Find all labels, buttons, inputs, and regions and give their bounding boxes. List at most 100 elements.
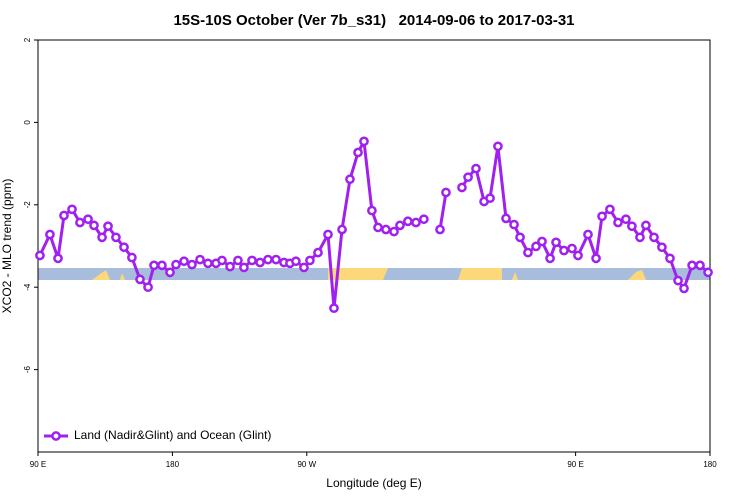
legend-marker: [51, 431, 61, 441]
data-point: [679, 283, 689, 294]
data-point: [127, 252, 137, 263]
data-point: [665, 253, 675, 264]
data-point: [111, 232, 121, 243]
data-point: [567, 243, 577, 254]
chart-title: 15S-10S October (Ver 7b_s31) 2014-09-06 …: [173, 12, 574, 29]
data-point: [329, 303, 339, 314]
y-tick-label: 0: [23, 120, 32, 125]
data-point: [395, 220, 405, 231]
data-point: [471, 163, 481, 174]
data-point: [381, 224, 391, 235]
x-tick-label: 180: [703, 460, 717, 469]
data-point: [239, 262, 249, 273]
data-point: [345, 174, 355, 185]
data-point: [463, 172, 473, 183]
plot-frame: [37, 39, 711, 453]
data-point: [305, 255, 315, 266]
data-point: [641, 220, 651, 231]
x-tick-label: 90 W: [297, 460, 316, 469]
data-point: [419, 214, 429, 225]
data-point: [485, 193, 495, 204]
y-tick-label: -4: [23, 283, 32, 291]
data-point: [271, 254, 281, 265]
y-tick-label: 2: [23, 37, 32, 42]
data-point: [337, 224, 347, 235]
data-point: [83, 214, 93, 225]
data-point: [75, 217, 85, 228]
data-point: [627, 221, 637, 232]
data-point: [255, 257, 265, 268]
data-point: [179, 256, 189, 267]
data-point: [493, 141, 503, 152]
data-point: [149, 260, 159, 271]
data-point: [559, 245, 569, 256]
data-point: [435, 224, 445, 235]
data-point: [389, 226, 399, 237]
data-point: [403, 216, 413, 227]
data-point: [187, 259, 197, 270]
data-point: [323, 229, 333, 240]
data-point: [687, 260, 697, 271]
data-point: [233, 255, 243, 266]
data-point: [313, 247, 323, 258]
data-point: [263, 254, 273, 265]
data-point: [203, 258, 213, 269]
data-point: [573, 250, 583, 261]
data-point: [649, 232, 659, 243]
data-point: [35, 250, 45, 261]
data-point: [457, 182, 467, 193]
data-point: [165, 267, 175, 278]
data-point: [583, 229, 593, 240]
data-point: [97, 232, 107, 243]
data-point: [299, 262, 309, 273]
y-tick-label: -2: [23, 201, 32, 209]
legend-label: Land (Nadir&Glint) and Ocean (Glint): [74, 428, 271, 442]
data-point: [591, 253, 601, 264]
data-point: [537, 236, 547, 247]
data-point: [411, 217, 421, 228]
data-point: [373, 222, 383, 233]
series-line: [38, 139, 710, 310]
data-point: [67, 204, 77, 215]
data-point: [195, 254, 205, 265]
data-point: [703, 267, 713, 278]
data-point: [509, 219, 519, 230]
data-point: [673, 275, 683, 286]
data-point: [359, 136, 369, 147]
data-point: [613, 217, 623, 228]
data-point: [605, 204, 615, 215]
x-tick-label: 90 E: [30, 460, 46, 469]
data-point: [171, 259, 181, 270]
data-point: [119, 242, 129, 253]
y-tick-label: -6: [23, 365, 32, 373]
data-point: [531, 241, 541, 252]
y-axis-label: XCO2 - MLO trend (ppm): [0, 179, 14, 314]
data-point: [89, 220, 99, 231]
data-point: [621, 214, 631, 225]
data-point: [103, 221, 113, 232]
data-point: [247, 255, 257, 266]
data-point: [597, 211, 607, 222]
data-point: [635, 232, 645, 243]
data-point: [441, 187, 451, 198]
data-point: [135, 274, 145, 285]
data-point: [367, 205, 377, 216]
data-point: [695, 260, 705, 271]
data-point: [501, 213, 511, 224]
data-point: [225, 261, 235, 272]
data-point: [657, 242, 667, 253]
data-point: [157, 260, 167, 271]
x-axis-label: Longitude (deg E): [326, 476, 421, 490]
data-point: [353, 147, 363, 158]
data-point: [515, 232, 525, 243]
data-point: [143, 282, 153, 293]
data-point: [45, 229, 55, 240]
land-ocean-strip: [38, 268, 710, 280]
data-point: [59, 210, 69, 221]
data-point: [551, 237, 561, 248]
data-point: [523, 247, 533, 258]
x-tick-label: 90 E: [567, 460, 583, 469]
data-point: [545, 253, 555, 264]
data-point: [217, 255, 227, 266]
